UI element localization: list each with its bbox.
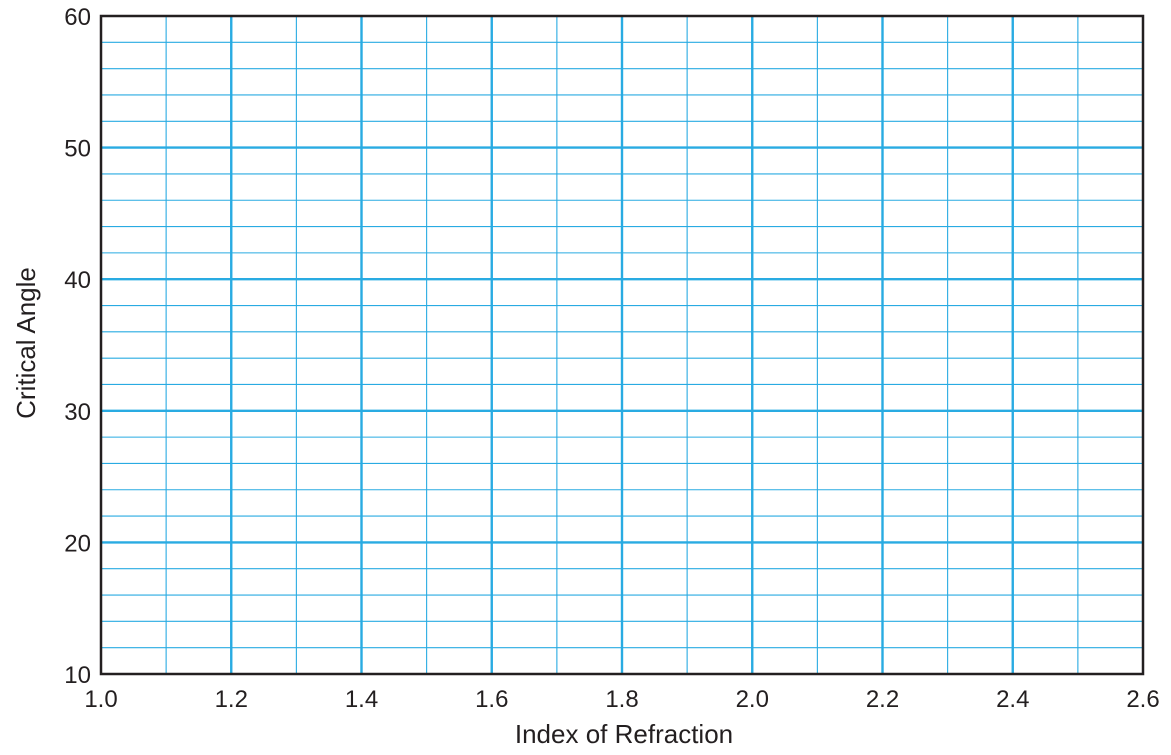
x-tick-label: 2.6 — [1126, 686, 1159, 713]
x-tick-label: 1.0 — [84, 686, 117, 713]
x-tick-label: 1.8 — [605, 686, 638, 713]
x-tick-label: 2.0 — [736, 686, 769, 713]
x-tick-label: 1.4 — [345, 686, 378, 713]
x-tick-labels: 1.0 1.2 1.4 1.6 1.8 2.0 2.2 2.4 2.6 — [84, 686, 1159, 713]
major-grid — [101, 16, 1143, 674]
y-tick-label: 40 — [64, 267, 91, 294]
x-tick-label: 2.2 — [866, 686, 899, 713]
y-tick-label: 20 — [64, 530, 91, 557]
y-tick-labels: 10 20 30 40 50 60 — [64, 4, 91, 689]
x-tick-label: 1.6 — [475, 686, 508, 713]
plot-frame — [99, 14, 1145, 676]
y-tick-label: 30 — [64, 399, 91, 426]
y-axis-label: Critical Angle — [11, 267, 41, 419]
x-axis-label: Index of Refraction — [515, 719, 733, 749]
y-tick-label: 60 — [64, 4, 91, 31]
x-tick-label: 1.2 — [215, 686, 248, 713]
y-tick-label: 50 — [64, 136, 91, 163]
x-tick-label: 2.4 — [996, 686, 1029, 713]
y-tick-label: 10 — [64, 662, 91, 689]
